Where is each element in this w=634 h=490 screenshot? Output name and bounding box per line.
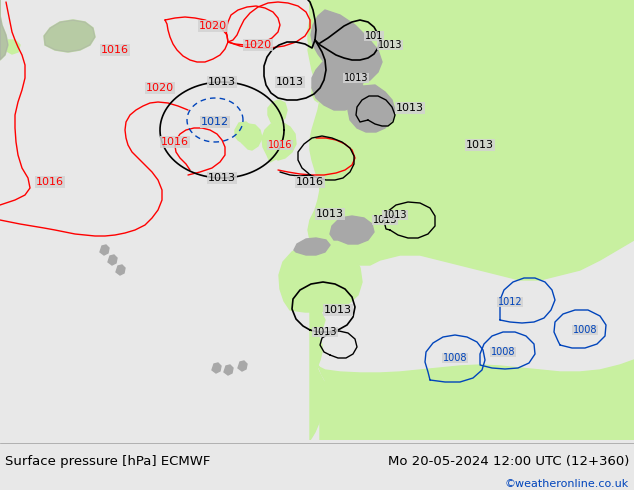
Text: 1013: 1013: [316, 209, 344, 219]
Text: 101: 101: [365, 31, 383, 41]
Text: 1013: 1013: [383, 210, 407, 220]
Polygon shape: [116, 265, 125, 275]
Text: 1012: 1012: [201, 117, 229, 127]
Text: 1013: 1013: [324, 305, 352, 315]
Text: 1016: 1016: [101, 45, 129, 55]
Polygon shape: [108, 255, 117, 265]
Polygon shape: [294, 238, 330, 255]
Text: 1013: 1013: [396, 103, 424, 113]
Polygon shape: [235, 122, 254, 144]
Text: 1013: 1013: [208, 173, 236, 183]
Text: 1013: 1013: [466, 140, 494, 150]
Polygon shape: [224, 365, 233, 375]
Text: 1013: 1013: [313, 327, 337, 337]
Polygon shape: [44, 20, 95, 52]
Polygon shape: [240, 124, 262, 150]
Text: 1008: 1008: [491, 347, 515, 357]
Polygon shape: [0, 0, 8, 60]
Polygon shape: [268, 123, 296, 160]
Polygon shape: [312, 60, 365, 110]
Text: 1020: 1020: [146, 83, 174, 93]
Polygon shape: [100, 245, 109, 255]
Polygon shape: [312, 80, 328, 102]
Polygon shape: [268, 100, 287, 124]
Text: 1020: 1020: [244, 40, 272, 50]
Text: Mo 20-05-2024 12:00 UTC (12+360): Mo 20-05-2024 12:00 UTC (12+360): [387, 455, 629, 467]
Text: 1013: 1013: [344, 73, 368, 83]
Polygon shape: [308, 0, 634, 280]
Polygon shape: [262, 122, 292, 162]
Text: 1013: 1013: [373, 215, 398, 225]
Text: 1016: 1016: [268, 140, 292, 150]
Text: 1016: 1016: [161, 137, 189, 147]
Text: 1008: 1008: [573, 325, 597, 335]
Polygon shape: [348, 85, 395, 132]
Text: 1008: 1008: [443, 353, 467, 363]
Polygon shape: [310, 315, 634, 440]
Polygon shape: [279, 243, 362, 312]
Text: 1013: 1013: [378, 40, 402, 50]
Text: 1012: 1012: [201, 117, 229, 127]
Polygon shape: [310, 310, 328, 440]
Polygon shape: [308, 0, 390, 85]
Text: ©weatheronline.co.uk: ©weatheronline.co.uk: [505, 479, 629, 489]
Polygon shape: [212, 363, 221, 373]
Text: 1012: 1012: [498, 297, 522, 307]
Text: Surface pressure [hPa] ECMWF: Surface pressure [hPa] ECMWF: [5, 455, 210, 467]
Text: 1013: 1013: [276, 77, 304, 87]
Text: 1016: 1016: [296, 177, 324, 187]
Polygon shape: [330, 216, 374, 244]
Text: 1016: 1016: [36, 177, 64, 187]
Polygon shape: [311, 10, 382, 84]
Polygon shape: [0, 0, 8, 60]
Polygon shape: [44, 20, 95, 52]
Polygon shape: [238, 361, 247, 371]
Polygon shape: [4, 40, 20, 54]
Text: 1013: 1013: [208, 77, 236, 87]
Text: 1020: 1020: [199, 21, 227, 31]
